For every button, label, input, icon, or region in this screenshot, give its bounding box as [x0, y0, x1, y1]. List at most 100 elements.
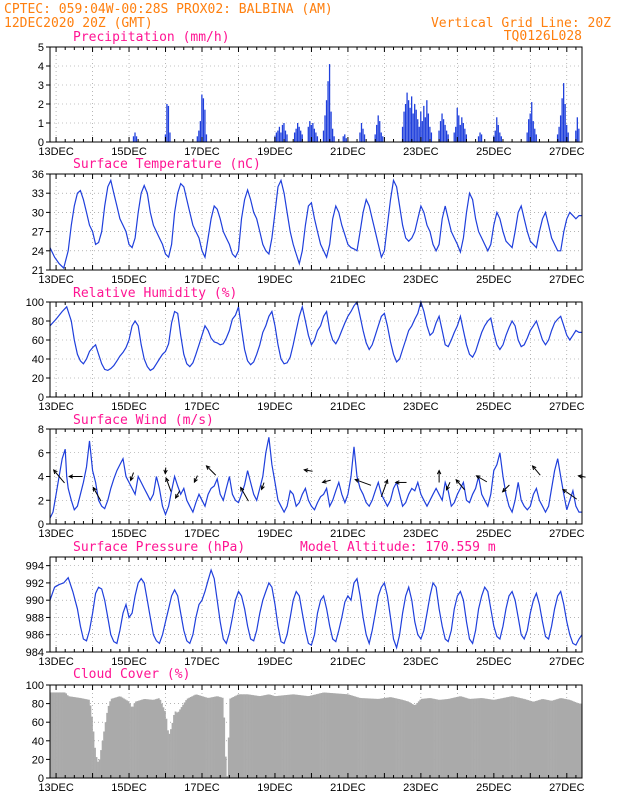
cloud-bar	[211, 697, 213, 778]
cloud-bar	[103, 731, 106, 778]
cloud-bar	[192, 695, 195, 778]
cloud-bar	[393, 697, 396, 778]
pressure-ytick-label: 992	[26, 578, 44, 590]
cloud-bar	[284, 695, 286, 778]
cloud-bar	[241, 694, 244, 778]
rh-ytick-label: 40	[32, 354, 44, 366]
wind-arrow-head	[92, 486, 97, 492]
cloud-bar	[173, 714, 175, 778]
cloud-bar	[449, 698, 452, 778]
precip-bar	[535, 134, 537, 142]
precip-bar	[531, 102, 533, 142]
cloud-bar	[113, 697, 116, 778]
precip-bar	[297, 123, 299, 142]
cloud-bar	[580, 703, 583, 778]
cloud-bar	[322, 692, 324, 778]
pressure-xtick-label: 13DEC	[38, 656, 74, 668]
precip-bar	[202, 98, 205, 142]
cloud-bar	[370, 698, 373, 778]
wind-arrow-shaft	[355, 479, 372, 486]
cloud-ytick-label: 80	[32, 699, 44, 711]
cloud-xtick-label: 17DEC	[184, 782, 220, 794]
cloud-bar	[540, 699, 543, 778]
precip-bar	[500, 136, 502, 142]
precip-bar	[380, 132, 382, 142]
precip-xtick-label: 13DEC	[38, 146, 74, 158]
cloud-bar	[185, 700, 188, 778]
rh-xtick-label: 21DEC	[330, 401, 366, 413]
precip-bar	[414, 104, 416, 142]
cloud-bar	[411, 704, 414, 778]
wind-arrow	[205, 465, 217, 476]
precip-bar	[411, 96, 413, 142]
wind-arrow	[68, 474, 83, 479]
cloud-bar	[65, 693, 68, 778]
wind-arrow	[193, 475, 198, 484]
cloud-bar	[116, 696, 119, 778]
cloud-bar	[439, 699, 441, 778]
cloud-ytick-label: 20	[32, 754, 44, 766]
cloud-bar	[95, 757, 98, 778]
wind-arrow	[303, 468, 313, 473]
cloud-bar	[496, 699, 499, 778]
precip-bar	[496, 117, 498, 142]
cloud-bar	[101, 740, 104, 778]
wind-arrow-shaft	[193, 475, 198, 483]
cloud-bar	[430, 698, 432, 778]
wind-ytick-label: 2	[38, 495, 44, 507]
cloud-bar	[472, 698, 475, 778]
cloud-bar	[94, 747, 96, 778]
cloud-bar	[416, 703, 419, 778]
rh-ytick-label: 80	[32, 316, 44, 328]
wind-arrow	[240, 486, 249, 502]
cloud-bar	[340, 693, 343, 778]
precip-bar	[376, 124, 378, 142]
cloud-bar	[89, 705, 92, 778]
cloud-bar	[118, 696, 121, 778]
precip-bar	[333, 136, 335, 142]
wind-ytick-label: 0	[38, 519, 44, 531]
cloud-bar	[512, 696, 514, 778]
wind-arrow	[380, 478, 389, 498]
cloud-bar	[466, 698, 469, 778]
cloud-bar	[483, 698, 486, 778]
cloud-bar	[100, 750, 102, 778]
cloud-bar	[402, 700, 405, 778]
cloud-bar	[382, 698, 385, 778]
precip-panel-title: Precipitation (mm/h)	[73, 30, 230, 45]
wind-arrow	[531, 465, 541, 476]
cloud-bar	[366, 698, 368, 778]
precip-bar	[278, 126, 281, 142]
cloud-ytick-label: 0	[38, 773, 44, 785]
precip-bar	[331, 128, 334, 142]
wind-arrow-head	[129, 476, 134, 482]
cloud-bar	[358, 697, 361, 778]
rh-xtick-label: 27DEC	[549, 401, 585, 413]
cloud-bar	[571, 700, 574, 778]
cloud-bar	[300, 695, 303, 778]
cloud-frame	[49, 684, 583, 779]
cloud-bar	[475, 698, 478, 778]
cloud-bar	[235, 695, 238, 778]
cloud-bar	[458, 696, 461, 778]
cloud-bar	[136, 701, 139, 778]
cloud-bar	[256, 695, 259, 778]
temp-xtick-label: 17DEC	[184, 274, 220, 286]
precip-bar	[421, 121, 423, 142]
precip-bar	[362, 128, 364, 142]
cloud-bar	[203, 696, 206, 778]
cloud-bar	[326, 692, 329, 778]
cloud-bar	[217, 696, 220, 778]
cloud-xtick-label: 19DEC	[257, 782, 293, 794]
temp-ytick-label: 36	[32, 169, 44, 181]
cloud-bar	[404, 700, 406, 778]
cloud-bar	[578, 703, 581, 778]
precip-ytick-label: 5	[38, 42, 44, 54]
cloud-bar	[281, 695, 283, 778]
wind-arrow-head	[562, 488, 567, 494]
wind-arrow-shaft	[206, 465, 217, 476]
cloud-bar	[509, 696, 511, 778]
precip-bar	[401, 126, 404, 142]
cloud-bar	[387, 697, 390, 778]
pressure-panel-title: Surface Pressure (hPa)	[73, 540, 245, 555]
